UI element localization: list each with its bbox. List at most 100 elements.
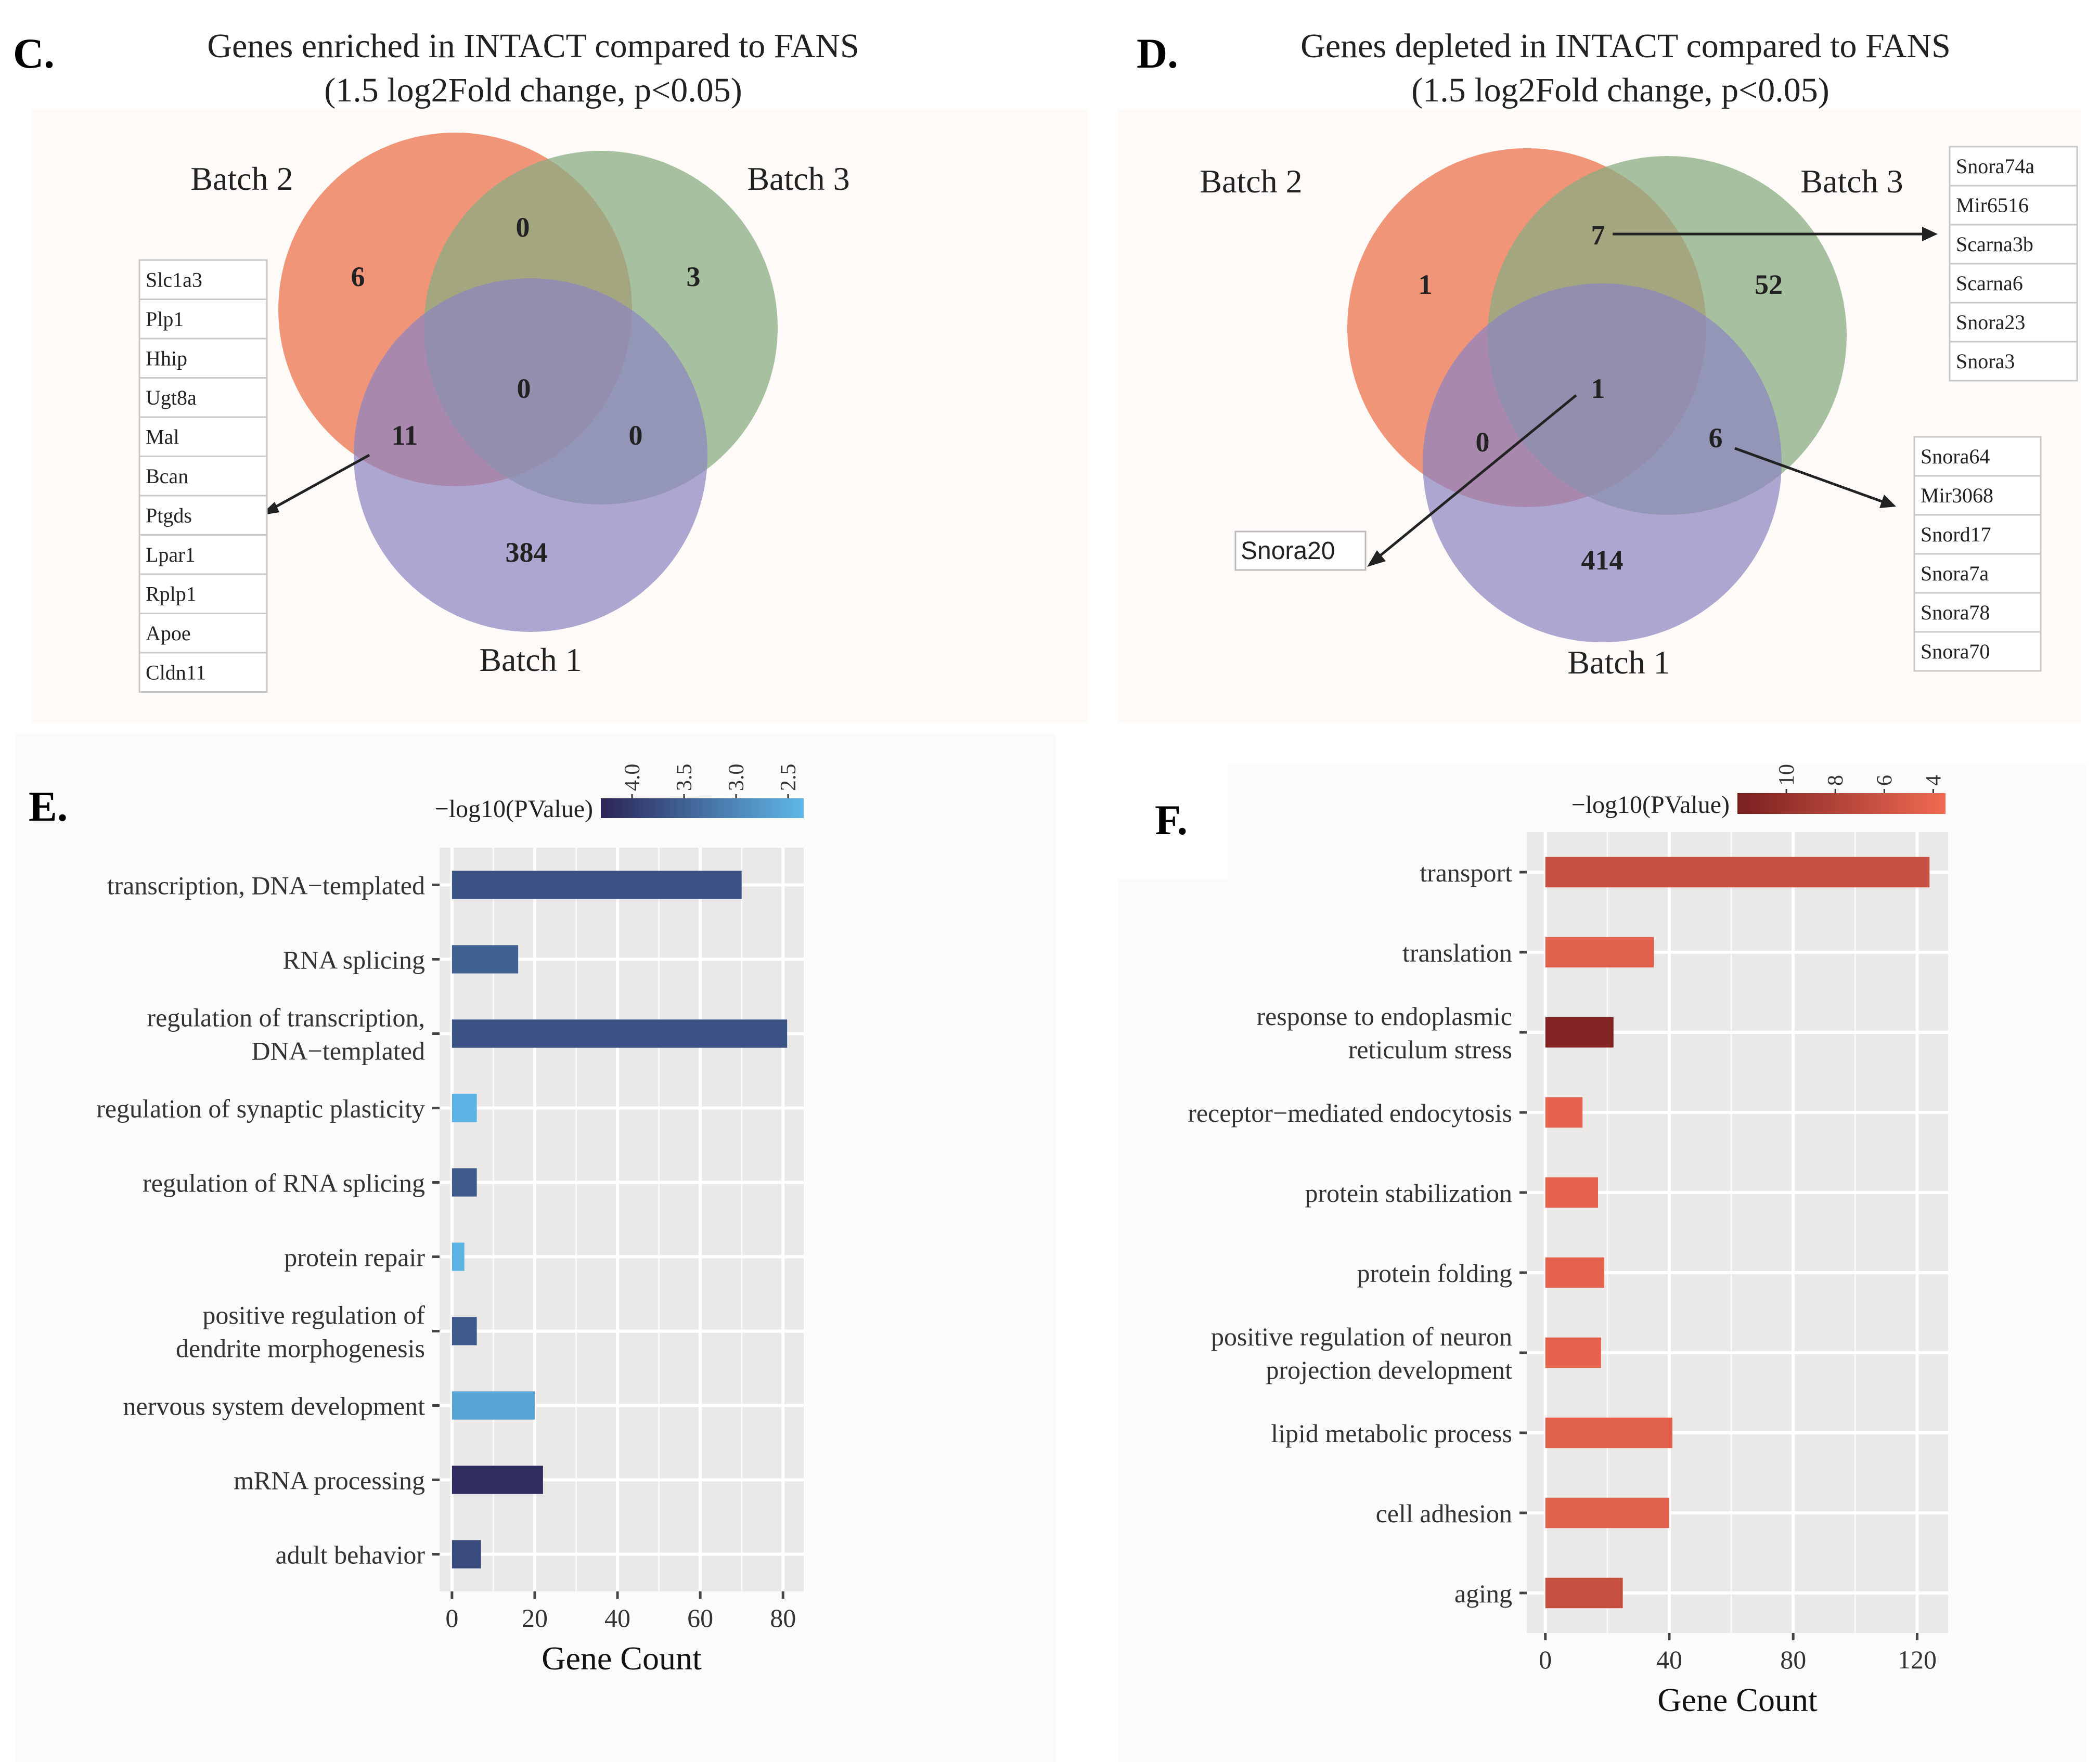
venn-c-count-batch3-batch1: 0 <box>629 420 643 451</box>
venn-d-gene-list-right-cell <box>1913 631 2042 672</box>
venn-d-gene-list-top-gene: Snora74a <box>1956 154 2034 178</box>
e-legend-tick-label: 3.5 <box>673 764 697 792</box>
e-bar <box>452 1094 477 1122</box>
venn-c-gene-list-gene: Apoe <box>146 621 191 645</box>
f-legend-tick-label: 8 <box>1824 775 1848 786</box>
chart-f-bars <box>1545 857 1930 1609</box>
venn-d-count-batch3-only: 52 <box>1755 269 1783 300</box>
panel-f-label-box <box>1118 765 1228 879</box>
venn-c-subtitle: (1.5 log2Fold change, p<0.05) <box>324 71 742 109</box>
chart-e-legend: −log10(PValue) 4.0 3.5 3.0 2.5 <box>435 764 804 823</box>
f-bar <box>1545 1017 1614 1048</box>
venn-diagram-c: Genes enriched in INTACT compared to FAN… <box>138 27 859 693</box>
venn-d-gene-list-top-gene: Snora3 <box>1956 349 2015 373</box>
venn-c-gene-list-cell <box>138 338 268 379</box>
chart-e-legend-title: −log10(PValue) <box>435 795 593 823</box>
venn-d-title: Genes depleted in INTACT compared to FAN… <box>1300 27 1951 65</box>
e-category-label: regulation of synaptic plasticity <box>96 1094 425 1123</box>
f-category-label: receptor−mediated endocytosis <box>1188 1098 1512 1128</box>
venn-d-count-batch2-batch3: 7 <box>1591 219 1605 251</box>
panel-label-f: F. <box>1155 796 1188 844</box>
venn-c-count-batch2-batch3: 0 <box>516 212 530 243</box>
e-legend-tick-label: 2.5 <box>777 764 801 792</box>
venn-d-gene-list-top-gene: Snora23 <box>1956 310 2025 334</box>
venn-d-set-label-batch2: Batch 2 <box>1200 163 1302 200</box>
e-legend-tick-label: 4.0 <box>621 764 645 792</box>
venn-d-subtitle: (1.5 log2Fold change, p<0.05) <box>1411 71 1829 109</box>
f-category-label: aging <box>1454 1579 1512 1608</box>
chart-e-x-ticks: 0 20 40 60 80 <box>445 1591 796 1633</box>
venn-d-gene-list-right-gene: Snora64 <box>1921 445 1990 468</box>
e-bar <box>452 945 519 974</box>
venn-d-gene-list-top-cell <box>1949 302 2078 343</box>
venn-c-title: Genes enriched in INTACT compared to FAN… <box>207 27 859 65</box>
venn-d-gene-list-top-gene: Mir6516 <box>1956 193 2029 217</box>
venn-d-gene-list-top-cell <box>1949 263 2078 304</box>
e-category-label: regulation of transcription, <box>147 1003 425 1032</box>
venn-c-gene-list-cell <box>138 377 268 418</box>
venn-d-gene-list-right-cell <box>1913 592 2042 633</box>
venn-c-gene-list-cell <box>138 652 268 693</box>
venn-d-gene-list-top-cell <box>1949 341 2078 382</box>
bar-chart-f: transport translation response to endoplas… <box>1188 764 1948 1718</box>
e-bar <box>452 1466 543 1494</box>
f-bar <box>1545 1577 1623 1609</box>
venn-c-gene-list-cell <box>138 456 268 497</box>
venn-c-gene-list-gene: Hhip <box>146 346 187 370</box>
venn-c-set-label-batch1: Batch 1 <box>479 641 582 678</box>
chart-f-legend-colorbar <box>1737 793 1946 814</box>
venn-c-gene-list-cell <box>138 495 268 536</box>
venn-d-set-label-batch3: Batch 3 <box>1800 163 1903 200</box>
e-bar <box>452 1168 477 1197</box>
venn-c-gene-list-cell <box>138 613 268 654</box>
e-x-tick-label: 60 <box>687 1603 713 1633</box>
e-bar <box>452 1317 477 1345</box>
f-x-tick-label: 80 <box>1780 1645 1806 1674</box>
panel-label-d: D. <box>1137 30 1178 77</box>
venn-c-count-batch1-only: 384 <box>506 537 548 568</box>
venn-d-gene-list-right: Snora64 Mir3068 Snord17 Snora7a Snora78 Snora… <box>1913 436 2042 672</box>
venn-d-arrow-right <box>1734 447 1884 503</box>
venn-d-arrowhead-center <box>1367 550 1386 567</box>
e-category-label: regulation of RNA splicing <box>143 1169 425 1198</box>
e-category-label: dendrite morphogenesis <box>176 1334 425 1363</box>
f-category-label: cell adhesion <box>1376 1499 1512 1528</box>
e-bar <box>452 1242 465 1271</box>
venn-d-gene-list-top-gene: Scarna3b <box>1956 232 2033 256</box>
panel-label-e: E. <box>29 783 68 830</box>
venn-d-gene-list-right-cell <box>1913 475 2042 516</box>
f-x-tick-label: 0 <box>1539 1645 1552 1674</box>
f-category-label: protein folding <box>1357 1259 1512 1288</box>
venn-c-gene-list-gene: Cldn11 <box>146 660 206 684</box>
venn-d-count-all-three: 1 <box>1591 373 1605 404</box>
venn-c-gene-list-cell <box>138 259 268 300</box>
venn-d-count-batch2-only: 1 <box>1419 269 1433 300</box>
venn-d-arrowhead-right <box>1879 495 1896 508</box>
venn-d-set-label-batch1: Batch 1 <box>1567 644 1670 681</box>
venn-c-gene-list: Slc1a3 Plp1 Hhip Ugt8a Mal Bcan Ptgds Lpar1 Rplp… <box>138 259 268 693</box>
venn-c-gene-list-gene: Rplp1 <box>146 582 197 605</box>
chart-e-legend-colorbar <box>601 798 804 818</box>
venn-d-gene-list-right-cell <box>1913 436 2042 477</box>
f-bar <box>1545 1097 1583 1128</box>
venn-c-gene-list-cell <box>138 534 268 575</box>
chart-f-x-ticks: 0 40 80 120 <box>1539 1633 1937 1674</box>
f-bar <box>1545 1177 1598 1208</box>
venn-c-count-all-three: 0 <box>517 373 531 404</box>
e-category-label: nervous system development <box>123 1392 426 1421</box>
e-x-tick-label: 0 <box>445 1603 458 1633</box>
chart-e-category-labels: transcription, DNA−templated RNA splicing… <box>96 871 440 1570</box>
venn-d-gene-list-top-cell <box>1949 224 2078 265</box>
venn-c-circle-batch1 <box>354 278 707 632</box>
venn-d-gene-list-top-gene: Scarna6 <box>1956 271 2023 295</box>
e-category-label: positive regulation of <box>202 1301 425 1330</box>
e-category-label: transcription, DNA−templated <box>107 871 425 900</box>
venn-c-gene-list-cell <box>138 573 268 614</box>
f-bar <box>1545 1417 1672 1448</box>
e-x-tick-label: 80 <box>770 1603 796 1633</box>
e-category-label: DNA−templated <box>251 1037 425 1066</box>
venn-d-circle-batch1 <box>1423 283 1782 642</box>
f-category-label: protein stabilization <box>1305 1178 1512 1208</box>
e-bar <box>452 1019 788 1048</box>
